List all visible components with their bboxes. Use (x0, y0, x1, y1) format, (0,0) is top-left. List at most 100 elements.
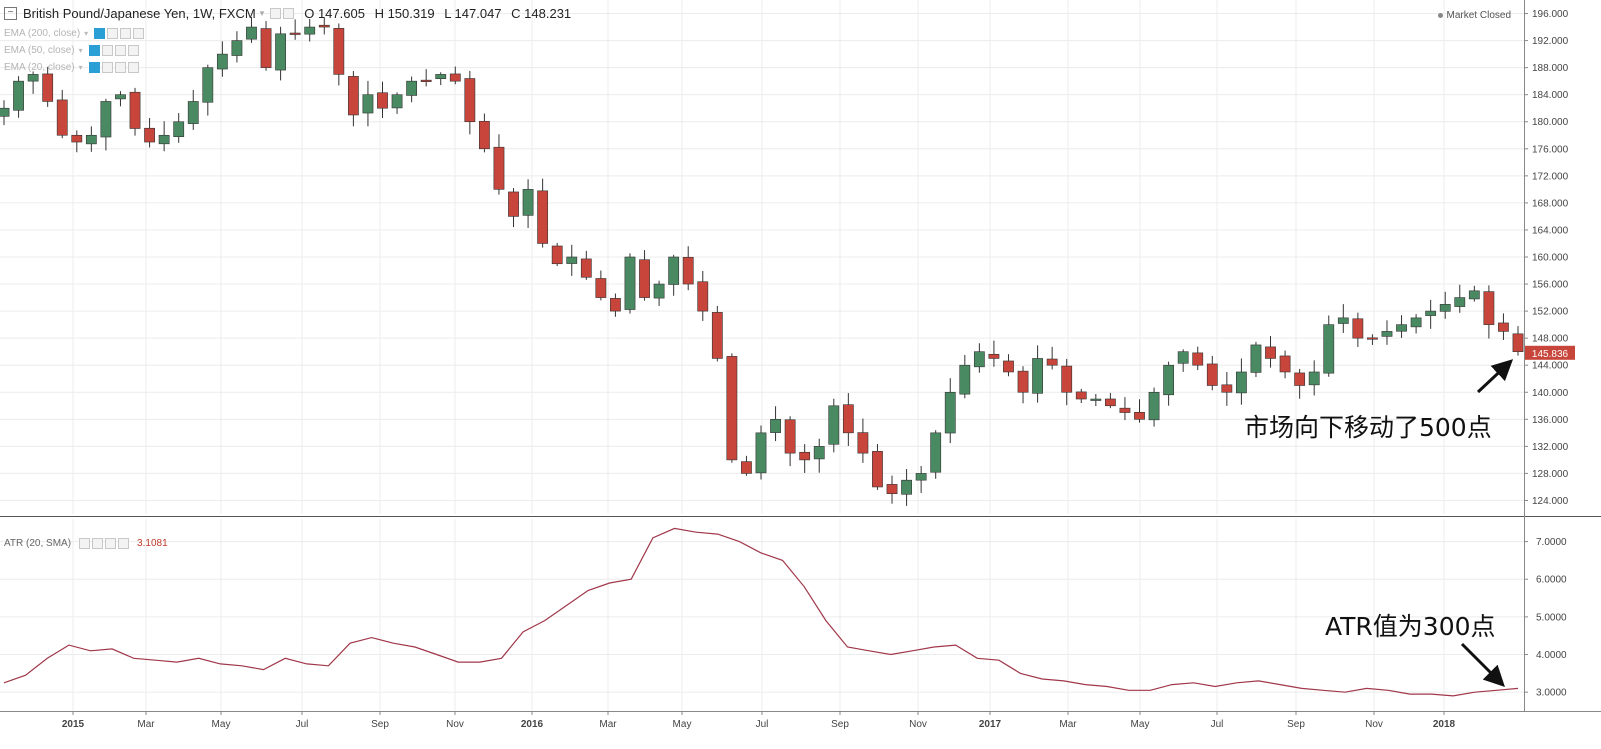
visibility-icon[interactable] (283, 8, 295, 19)
candle (0, 100, 10, 126)
candle-body (479, 120, 490, 150)
candle (1177, 349, 1189, 372)
candle (537, 178, 549, 248)
atr-y-tick-label: 6.0000 (1536, 575, 1567, 586)
candle (566, 244, 578, 276)
plus-icon[interactable] (114, 45, 126, 56)
y-tick-label: 148.000 (1532, 334, 1569, 345)
candle-body (100, 101, 112, 138)
candle (857, 418, 869, 463)
candle (741, 455, 752, 476)
chevron-down-icon[interactable]: ▾ (78, 46, 83, 55)
candle (551, 242, 563, 267)
candle-body (304, 26, 316, 35)
candle (202, 64, 214, 116)
settings-icon[interactable] (101, 62, 113, 73)
plus-icon[interactable] (120, 28, 132, 39)
candle-body (624, 256, 636, 310)
plus-icon[interactable] (105, 538, 117, 549)
candle (755, 425, 767, 480)
candle (231, 31, 243, 63)
low-value: L 147.047 (444, 6, 502, 21)
y-tick-label: 144.000 (1532, 361, 1569, 372)
candlestick-series (0, 17, 1524, 506)
y-tick-label: 152.000 (1532, 307, 1569, 318)
candle (216, 41, 228, 77)
candle-body (493, 146, 505, 190)
x-tick-label: Mar (1059, 719, 1077, 730)
candle-body (1396, 324, 1407, 332)
candle-body (755, 432, 767, 474)
x-tick-label: Jul (1211, 719, 1224, 730)
y-tick-label: 136.000 (1532, 415, 1569, 426)
eye-icon[interactable] (88, 62, 100, 73)
y-tick-label: 172.000 (1532, 171, 1569, 182)
eye-icon[interactable] (88, 45, 100, 56)
collapse-icon[interactable]: − (4, 7, 17, 20)
candle-body (828, 405, 840, 445)
x-tick-label: Jul (756, 719, 769, 730)
candle (1468, 285, 1480, 302)
candle-body (711, 312, 723, 359)
candle-body (901, 479, 912, 495)
candle-body (1439, 304, 1451, 312)
candle (406, 76, 418, 103)
candle (1454, 284, 1466, 313)
candle-body (1337, 317, 1349, 324)
candle-body (173, 121, 185, 138)
close-icon[interactable] (118, 538, 130, 549)
candle (872, 443, 883, 490)
candle-body (639, 259, 650, 298)
candle-body (697, 281, 709, 312)
candle (260, 21, 272, 71)
indicator-ema-20[interactable]: EMA (20, close) ▾ (4, 62, 141, 73)
y-tick-label: 132.000 (1532, 442, 1569, 453)
candle (522, 179, 534, 228)
candle (1017, 366, 1029, 404)
x-tick-label: May (1131, 719, 1150, 730)
candle-body (158, 134, 170, 145)
candle-body (129, 91, 141, 129)
indicator-ema-200[interactable]: EMA (200, close) ▾ (4, 28, 146, 39)
chevron-down-icon[interactable]: ▾ (259, 8, 265, 18)
candle (1250, 341, 1262, 378)
candle-body (741, 461, 752, 474)
candle-body (610, 298, 621, 312)
close-icon[interactable] (127, 45, 139, 56)
settings-icon[interactable] (101, 45, 113, 56)
candle-body (1104, 398, 1116, 407)
candle-body (1236, 371, 1247, 394)
settings-icon[interactable] (92, 538, 104, 549)
y-tick-label: 192.000 (1532, 36, 1569, 47)
candle (1265, 336, 1276, 368)
candle-body (886, 484, 898, 495)
candle (1483, 285, 1495, 339)
candle-body (464, 78, 476, 123)
settings-icon[interactable] (107, 28, 119, 39)
candle (610, 293, 621, 317)
eye-icon[interactable] (94, 28, 106, 39)
candle-body (770, 419, 781, 433)
candle-body (1367, 337, 1378, 340)
x-tick-label: May (212, 719, 231, 730)
visibility-icon[interactable] (79, 538, 91, 549)
indicator-label: EMA (200, close) (4, 28, 81, 39)
plus-icon[interactable] (114, 62, 126, 73)
atr-header[interactable]: ATR (20, SMA) 3.1081 (4, 538, 168, 549)
candle-body (915, 473, 927, 481)
chevron-down-icon[interactable]: ▾ (84, 29, 89, 38)
close-icon[interactable] (127, 62, 139, 73)
candle-body (216, 53, 228, 70)
candle (115, 91, 126, 107)
settings-icon[interactable] (270, 8, 282, 19)
symbol-title[interactable]: British Pound/Japanese Yen, 1W, FXCM (23, 6, 256, 21)
candle (275, 26, 286, 81)
candle (668, 254, 680, 296)
chevron-down-icon[interactable]: ▾ (78, 63, 83, 72)
close-icon[interactable] (133, 28, 145, 39)
high-value: H 150.319 (374, 6, 435, 21)
indicator-ema-50[interactable]: EMA (50, close) ▾ (4, 45, 141, 56)
candle (1367, 334, 1378, 345)
candle-body (930, 432, 942, 473)
